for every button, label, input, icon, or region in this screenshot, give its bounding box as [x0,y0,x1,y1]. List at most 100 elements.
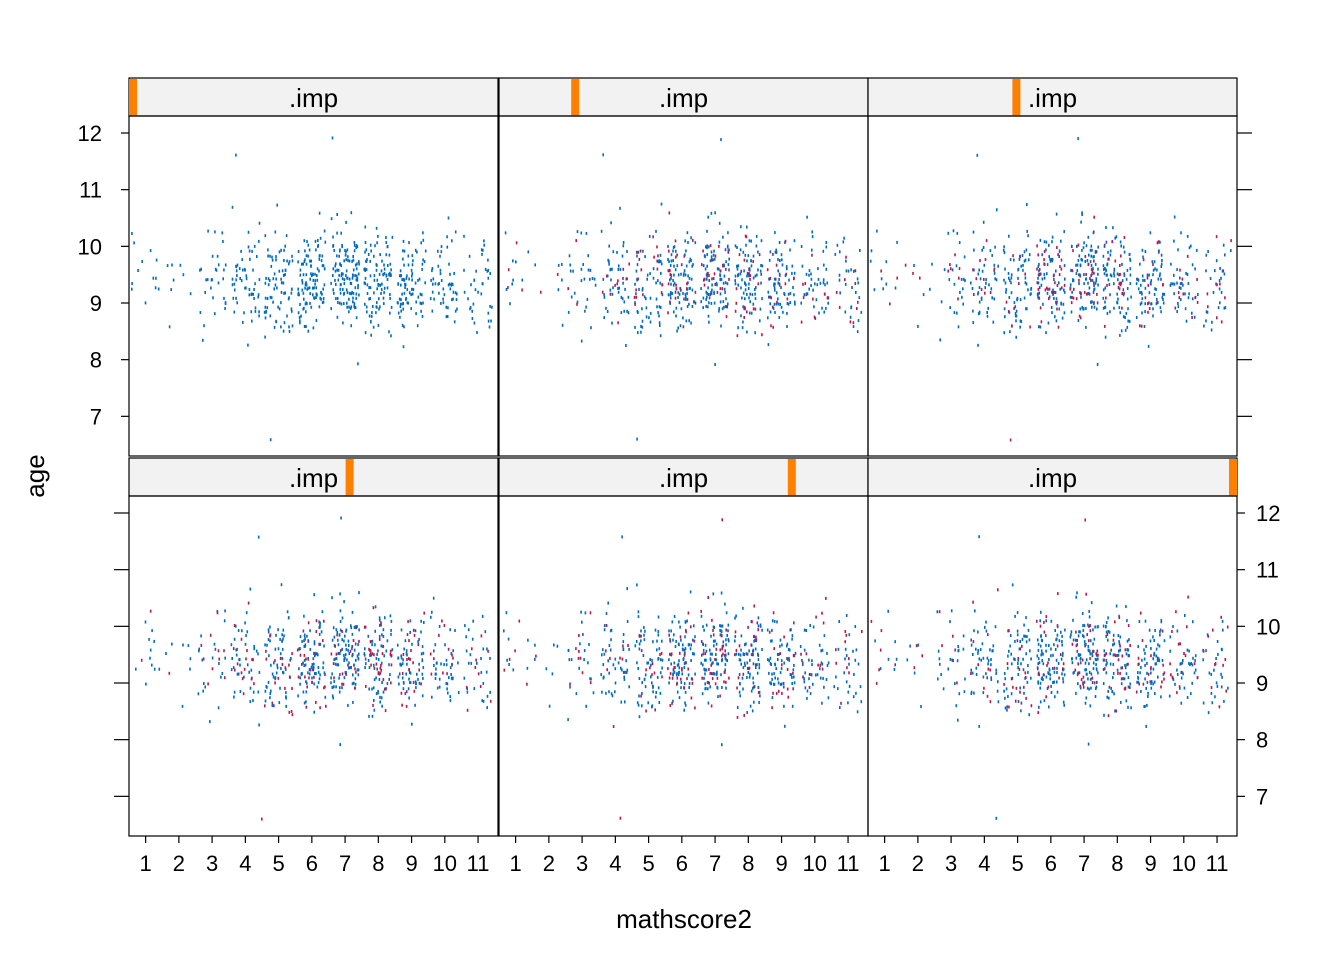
data-point-observed [505,611,508,615]
data-point-observed [709,658,712,662]
data-point-observed [399,315,401,319]
data-point-observed [1049,257,1051,261]
data-point-observed [1129,257,1131,261]
data-point-observed [521,278,524,282]
data-point-imputed [384,687,386,691]
data-point-imputed [1077,243,1080,247]
data-point-observed [690,677,693,681]
point-group [135,516,492,821]
data-point-imputed [381,652,384,656]
data-point-observed [1087,648,1090,652]
data-point-observed [429,297,432,301]
data-point-observed [258,239,260,243]
data-point-imputed [1003,682,1005,686]
data-point-observed [1158,657,1160,661]
data-point-observed [399,274,401,278]
data-point-observed [628,647,630,651]
data-point-imputed [772,611,775,615]
data-point-observed [414,680,417,684]
data-point-observed [313,640,316,644]
data-point-observed [368,687,370,691]
data-point-observed [322,300,325,304]
data-point-observed [237,629,240,632]
data-point-imputed [323,686,325,690]
data-point-observed [713,257,716,261]
data-point-observed [364,657,367,661]
data-point-observed [833,685,835,689]
data-point-observed [1118,642,1121,646]
data-point-observed [645,315,648,319]
data-point-observed [1153,651,1156,655]
data-point-observed [317,653,319,657]
data-point-observed [690,321,692,325]
data-point-imputed [1215,235,1218,239]
data-point-imputed [479,685,482,688]
data-point-imputed [857,300,859,304]
data-point-imputed [1078,314,1081,318]
data-point-observed [686,619,688,623]
data-point-observed [816,283,819,287]
data-point-observed [1145,644,1147,648]
data-point-observed [712,277,715,280]
data-point-observed [271,704,274,707]
data-point-observed [452,290,455,294]
data-point-observed [411,274,413,278]
data-point-observed [636,437,638,441]
strip-level-indicator [787,459,796,496]
data-point-observed [332,696,334,700]
data-point-observed [959,291,961,294]
data-point-observed [1040,272,1042,276]
data-point-observed [1153,293,1156,296]
data-point-observed [1091,651,1093,655]
data-point-observed [264,305,267,309]
data-point-observed [791,271,793,275]
data-point-observed [1006,666,1009,670]
data-point-observed [810,284,812,287]
data-point-observed [1109,253,1112,257]
data-point-imputed [313,651,315,655]
data-point-observed [686,231,689,235]
data-point-imputed [784,239,787,243]
data-point-observed [339,652,341,655]
data-point-imputed [303,653,306,657]
data-point-observed [1091,305,1093,309]
data-point-observed [711,652,713,656]
data-point-observed [352,673,354,677]
data-point-observed [805,293,807,297]
data-point-observed [355,267,358,271]
data-point-observed [936,610,939,614]
data-point-observed [790,673,793,677]
data-point-observed [377,283,380,287]
data-point-observed [1008,310,1011,314]
data-point-observed [319,236,322,240]
data-point-imputed [640,694,642,698]
data-point-observed [854,658,857,662]
data-point-imputed [1048,297,1050,301]
data-point-observed [973,691,975,695]
data-point-imputed [736,715,739,719]
data-point-observed [406,274,408,278]
data-point-observed [1053,296,1055,300]
data-point-observed [557,288,560,292]
data-point-observed [684,701,686,705]
data-point-observed [433,649,435,653]
data-point-observed [1045,643,1047,647]
data-point-observed [750,653,753,657]
data-point-observed [1217,306,1220,310]
data-point-observed [710,255,713,259]
data-point-observed [608,260,610,264]
data-point-observed [1142,255,1144,259]
data-point-imputed [355,670,357,674]
data-point-observed [1074,638,1077,642]
data-point-imputed [835,290,838,294]
data-point-observed [401,662,404,666]
data-point-observed [682,643,684,647]
data-point-observed [712,639,715,643]
data-point-observed [341,686,343,690]
data-point-imputed [1092,649,1094,653]
x-tick-label: 5 [642,851,654,876]
data-point-observed [674,268,677,272]
data-point-imputed [651,662,654,666]
data-point-observed [651,681,653,685]
data-point-observed [340,264,342,268]
